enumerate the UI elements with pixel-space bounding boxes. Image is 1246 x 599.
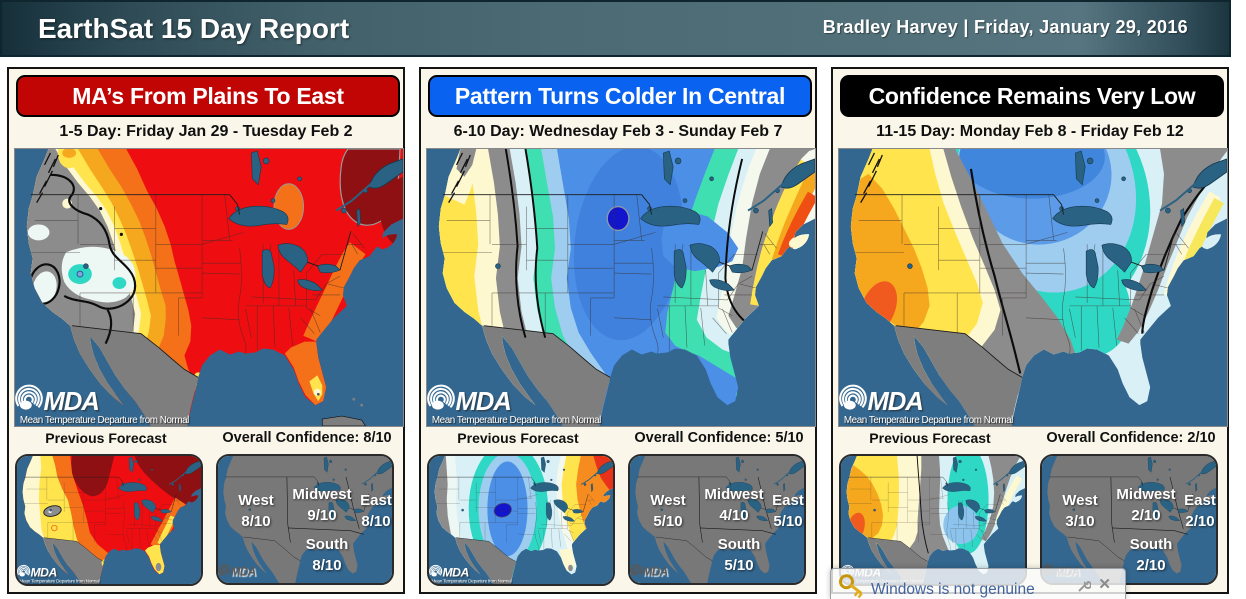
svg-text:Mean Temperature Departure fro: Mean Temperature Departure from Normal — [844, 415, 1013, 426]
svg-text:MDA: MDA — [44, 388, 99, 416]
svg-text:MDA: MDA — [31, 566, 57, 580]
svg-text:Mean Temperature Departure fro: Mean Temperature Departure from Normal — [19, 579, 99, 584]
svg-text:MDA: MDA — [868, 388, 923, 416]
svg-text:MDA: MDA — [231, 566, 256, 579]
svg-text:MDA: MDA — [443, 566, 469, 580]
svg-text:MDA: MDA — [643, 566, 668, 579]
svg-text:Mean Temperature Departure fro: Mean Temperature Departure from Normal — [20, 415, 189, 426]
svg-text:Mean Temperature Departure fro: Mean Temperature Departure from Normal — [431, 579, 511, 584]
svg-text:MDA: MDA — [456, 388, 511, 416]
svg-text:Mean Temperature Departure fro: Mean Temperature Departure from Normal — [432, 415, 601, 426]
